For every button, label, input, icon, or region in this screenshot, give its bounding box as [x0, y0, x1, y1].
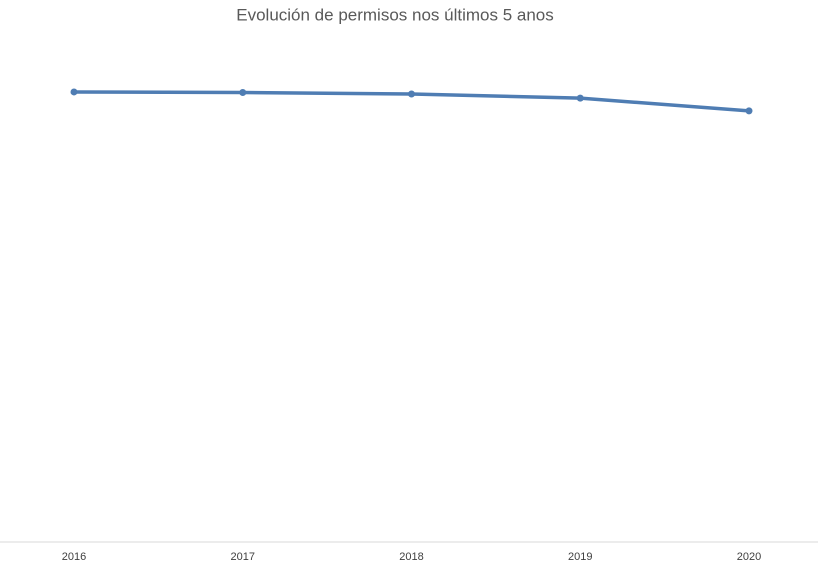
chart-title: Evolución de permisos nos últimos 5 anos — [236, 5, 554, 24]
x-tick-label: 2019 — [568, 551, 592, 563]
point — [239, 88, 247, 96]
point — [576, 94, 584, 102]
point — [70, 88, 78, 96]
point — [745, 107, 753, 115]
point — [408, 90, 415, 98]
x-tick-label: 2017 — [231, 551, 255, 563]
x-tick-label: 2020 — [737, 551, 761, 563]
x-tick-label: 2016 — [62, 551, 86, 563]
x-tick-label: 2018 — [399, 551, 423, 563]
